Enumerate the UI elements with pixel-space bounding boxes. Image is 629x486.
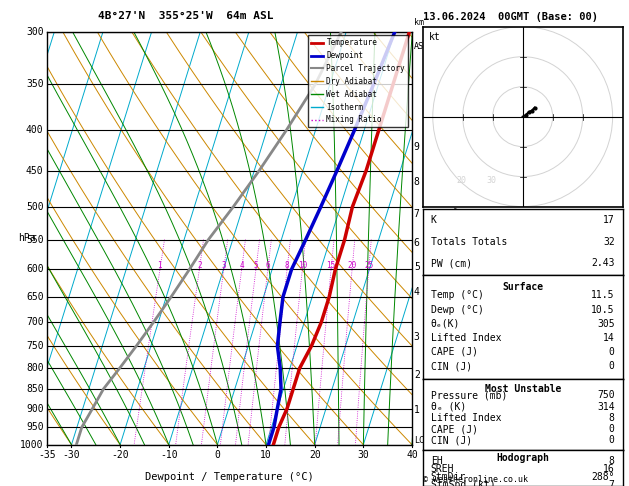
Text: 2: 2 — [414, 369, 420, 380]
Text: hPa: hPa — [18, 233, 36, 243]
Text: Dewp (°C): Dewp (°C) — [431, 305, 484, 314]
Text: 850: 850 — [26, 384, 43, 394]
Text: 650: 650 — [26, 292, 43, 302]
Text: Totals Totals: Totals Totals — [431, 237, 507, 247]
Text: 450: 450 — [26, 166, 43, 176]
Text: 30: 30 — [487, 175, 497, 185]
Text: ASL: ASL — [414, 42, 429, 51]
Text: CAPE (J): CAPE (J) — [431, 424, 477, 434]
Text: θₑ (K): θₑ (K) — [431, 401, 466, 412]
Text: LCL: LCL — [414, 435, 429, 445]
Text: 10: 10 — [260, 450, 272, 460]
Text: CIN (J): CIN (J) — [431, 435, 472, 445]
Text: 20: 20 — [309, 450, 321, 460]
Text: 700: 700 — [26, 317, 43, 327]
Text: 8: 8 — [414, 177, 420, 187]
Text: 600: 600 — [26, 264, 43, 275]
Text: 550: 550 — [26, 235, 43, 244]
Text: Mixing Ratio (g/kg): Mixing Ratio (g/kg) — [455, 191, 464, 286]
Text: 20: 20 — [347, 260, 357, 270]
Text: Lifted Index: Lifted Index — [431, 413, 501, 423]
Text: -10: -10 — [160, 450, 177, 460]
Text: 0: 0 — [609, 347, 615, 357]
Text: CAPE (J): CAPE (J) — [431, 347, 477, 357]
Text: 6: 6 — [414, 238, 420, 248]
Text: 16: 16 — [603, 464, 615, 474]
Text: 13.06.2024  00GMT (Base: 00): 13.06.2024 00GMT (Base: 00) — [423, 12, 598, 22]
Text: 750: 750 — [26, 341, 43, 351]
Text: 14: 14 — [603, 333, 615, 343]
Text: 314: 314 — [597, 401, 615, 412]
Text: 2.43: 2.43 — [591, 259, 615, 268]
Text: 5: 5 — [414, 261, 420, 272]
Text: 20: 20 — [457, 175, 467, 185]
Text: 400: 400 — [26, 125, 43, 135]
Text: 288°: 288° — [591, 472, 615, 482]
Text: 0: 0 — [214, 450, 220, 460]
Text: 800: 800 — [26, 363, 43, 373]
Legend: Temperature, Dewpoint, Parcel Trajectory, Dry Adiabat, Wet Adiabat, Isotherm, Mi: Temperature, Dewpoint, Parcel Trajectory… — [308, 35, 408, 127]
Text: 7: 7 — [609, 480, 615, 486]
Text: Hodograph: Hodograph — [496, 453, 549, 463]
Text: StmDir: StmDir — [431, 472, 466, 482]
Text: -30: -30 — [63, 450, 81, 460]
Text: 5: 5 — [253, 260, 258, 270]
Text: 0: 0 — [609, 424, 615, 434]
Text: Temp (°C): Temp (°C) — [431, 291, 484, 300]
Text: CIN (J): CIN (J) — [431, 361, 472, 371]
Text: 32: 32 — [603, 237, 615, 247]
Text: 25: 25 — [364, 260, 374, 270]
Text: Lifted Index: Lifted Index — [431, 333, 501, 343]
Text: 17: 17 — [603, 215, 615, 225]
Text: 950: 950 — [26, 422, 43, 432]
Text: 8: 8 — [609, 413, 615, 423]
Text: 305: 305 — [597, 319, 615, 329]
Text: 8: 8 — [285, 260, 289, 270]
Text: EH: EH — [431, 456, 442, 466]
Text: 4: 4 — [239, 260, 244, 270]
Text: 750: 750 — [597, 390, 615, 400]
Text: 3: 3 — [414, 332, 420, 342]
Text: 40: 40 — [406, 450, 418, 460]
Text: 7: 7 — [414, 208, 420, 219]
Text: 0: 0 — [609, 435, 615, 445]
Text: 11.5: 11.5 — [591, 291, 615, 300]
Text: 350: 350 — [26, 80, 43, 89]
Text: Surface: Surface — [502, 282, 543, 292]
Text: 10.5: 10.5 — [591, 305, 615, 314]
Text: Pressure (mb): Pressure (mb) — [431, 390, 507, 400]
Text: 6: 6 — [265, 260, 270, 270]
Text: 4: 4 — [414, 287, 420, 296]
Text: 300: 300 — [26, 27, 43, 36]
Text: 500: 500 — [26, 202, 43, 212]
Text: 1: 1 — [414, 405, 420, 416]
Text: kt: kt — [429, 32, 440, 42]
Text: 15: 15 — [326, 260, 336, 270]
Text: © weatheronline.co.uk: © weatheronline.co.uk — [423, 474, 528, 484]
Text: -35: -35 — [38, 450, 56, 460]
Text: 1: 1 — [158, 260, 162, 270]
Text: 10: 10 — [298, 260, 307, 270]
Text: 2: 2 — [197, 260, 202, 270]
Text: θₑ(K): θₑ(K) — [431, 319, 460, 329]
Text: 900: 900 — [26, 403, 43, 414]
Text: 0: 0 — [609, 361, 615, 371]
Text: 4B°27'N  355°25'W  64m ASL: 4B°27'N 355°25'W 64m ASL — [98, 11, 274, 21]
Text: 30: 30 — [357, 450, 369, 460]
Text: 9: 9 — [414, 142, 420, 152]
Text: Dewpoint / Temperature (°C): Dewpoint / Temperature (°C) — [145, 471, 314, 482]
Text: K: K — [431, 215, 437, 225]
Text: SREH: SREH — [431, 464, 454, 474]
Text: km: km — [414, 18, 424, 27]
Text: 8: 8 — [609, 456, 615, 466]
Text: -20: -20 — [111, 450, 129, 460]
Text: 3: 3 — [221, 260, 226, 270]
Text: 1000: 1000 — [20, 440, 43, 450]
Text: Most Unstable: Most Unstable — [484, 384, 561, 394]
Text: StmSpd (kt): StmSpd (kt) — [431, 480, 495, 486]
Text: PW (cm): PW (cm) — [431, 259, 472, 268]
